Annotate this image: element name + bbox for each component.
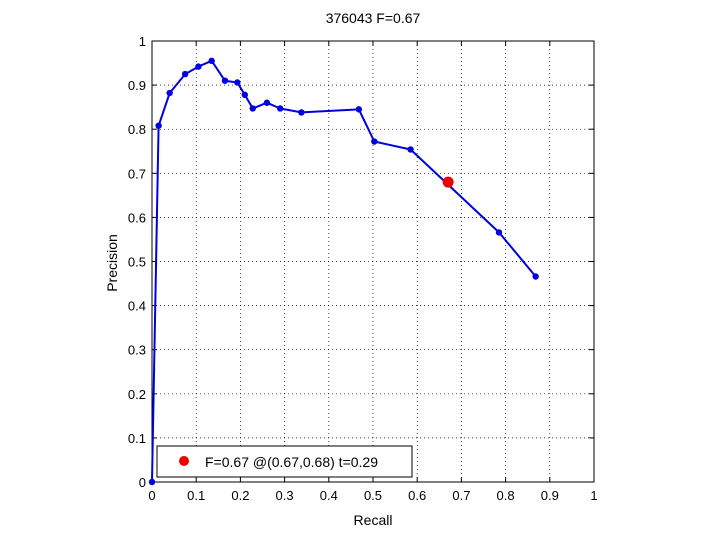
y-tick-label: 0	[139, 475, 146, 490]
series-point	[241, 91, 249, 99]
series-point	[148, 478, 156, 486]
chart-title: 376043 F=0.67	[326, 10, 421, 26]
series-point	[371, 138, 378, 145]
series-point	[181, 70, 189, 78]
best-f-point	[442, 176, 454, 188]
legend-marker	[179, 456, 189, 466]
grid-lines	[152, 41, 594, 482]
x-tick-label: 0	[148, 488, 155, 503]
highlight-layer	[442, 176, 454, 188]
y-tick-label: 0.2	[128, 387, 146, 402]
x-tick-label: 0.4	[320, 488, 338, 503]
x-tick-label: 0.5	[364, 488, 382, 503]
x-tick-label: 1	[590, 488, 597, 503]
x-tick-label: 0.2	[231, 488, 249, 503]
series-point	[276, 105, 284, 112]
legend-box	[156, 445, 413, 478]
series-point	[234, 79, 241, 86]
y-tick-label: 0.8	[128, 122, 146, 137]
series-line	[151, 59, 537, 483]
series-point	[298, 109, 305, 116]
y-tick-label: 0.3	[128, 343, 146, 358]
y-tick-label: 0.4	[128, 299, 146, 314]
x-tick-label: 0.7	[452, 488, 470, 503]
series-point	[263, 99, 271, 106]
x-tick-label: 0.6	[408, 488, 426, 503]
series-point	[249, 105, 256, 112]
series-layer	[148, 57, 539, 486]
legend: F=0.67 @(0.67,0.68) t=0.29	[156, 445, 413, 478]
series-point	[221, 77, 229, 84]
y-tick-label: 0.9	[128, 78, 146, 93]
x-tick-label: 0.3	[276, 488, 294, 503]
x-tick-label: 0.9	[541, 488, 559, 503]
series-point	[495, 229, 503, 236]
y-tick-label: 0.6	[128, 210, 146, 225]
y-axis-label: Precision	[104, 234, 120, 292]
legend-label: F=0.67 @(0.67,0.68) t=0.29	[205, 454, 378, 470]
x-axis-label: Recall	[354, 512, 393, 528]
series-point	[355, 106, 363, 113]
x-tick-label: 0.8	[497, 488, 515, 503]
y-tick-label: 0.1	[128, 431, 146, 446]
x-tick-label: 0.1	[187, 488, 205, 503]
series-point	[407, 146, 414, 153]
series-point	[155, 122, 162, 129]
series-point	[166, 89, 173, 97]
axis-ticks: 0 0.1 0.2 0.3 0.4 0.5 0.6 0.7 0.8 0.9 1 0 0.1 0.2 0.3 0…	[128, 34, 598, 503]
series-point	[195, 63, 202, 70]
y-tick-label: 0.7	[128, 166, 146, 181]
series-point	[532, 273, 539, 280]
series-point	[208, 57, 215, 65]
y-tick-label: 0.5	[128, 255, 146, 270]
y-tick-label: 1	[139, 34, 146, 49]
